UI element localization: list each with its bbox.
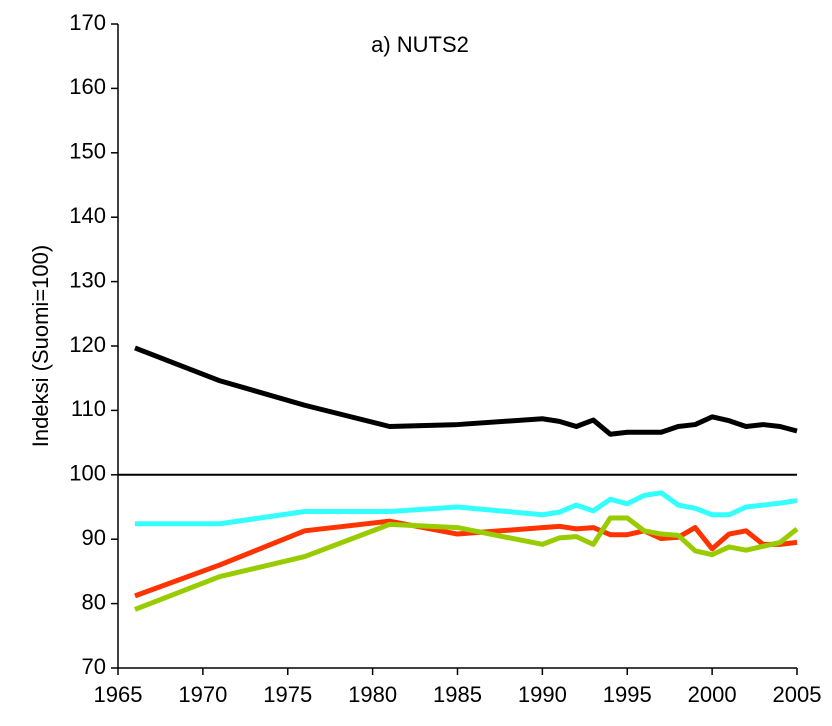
x-tick-label: 1990 xyxy=(518,682,567,707)
y-tick-label: 110 xyxy=(71,396,106,421)
x-tick-label: 1995 xyxy=(603,682,652,707)
y-tick-label: 150 xyxy=(69,139,106,164)
series-line xyxy=(134,518,798,599)
x-tick-label: 2005 xyxy=(773,682,822,707)
y-tick-label: 120 xyxy=(69,332,106,357)
series-line xyxy=(134,345,798,437)
x-tick-label: 1985 xyxy=(433,682,482,707)
y-tick-label: 130 xyxy=(69,267,106,292)
x-tick-label: 1980 xyxy=(348,682,397,707)
series-line xyxy=(134,490,798,527)
y-tick-label: 70 xyxy=(82,654,106,679)
series-line xyxy=(134,515,799,612)
y-tick-label: 90 xyxy=(82,525,106,550)
y-tick-label: 170 xyxy=(69,10,106,35)
x-tick-label: 2000 xyxy=(688,682,737,707)
x-tick-label: 1975 xyxy=(263,682,312,707)
y-tick-label: 160 xyxy=(69,74,106,99)
y-tick-label: 140 xyxy=(69,203,106,228)
y-axis-label: Indeksi (Suomi=100) xyxy=(28,245,53,447)
chart-title: a) NUTS2 xyxy=(371,32,469,57)
y-tick-label: 100 xyxy=(69,461,106,486)
x-tick-label: 1970 xyxy=(178,682,227,707)
y-tick-label: 80 xyxy=(82,589,106,614)
x-tick-label: 1965 xyxy=(94,682,143,707)
